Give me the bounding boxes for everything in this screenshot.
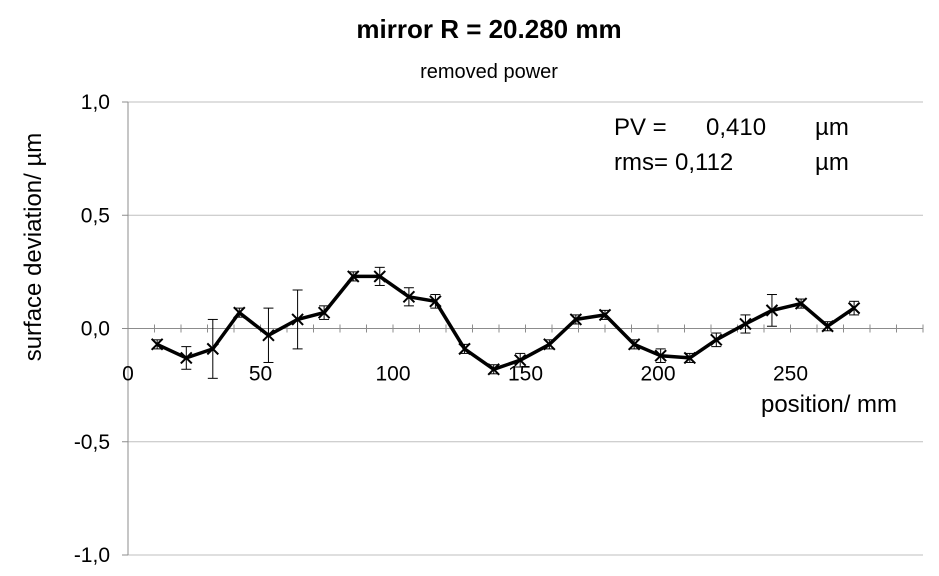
x-marker: [233, 306, 246, 319]
x-marker: [710, 333, 723, 347]
x-marker: [821, 320, 834, 333]
data-point: [683, 351, 697, 365]
x-marker: [627, 338, 641, 351]
x-tick-label: 50: [249, 363, 272, 386]
x-marker: [402, 290, 416, 303]
x-marker: [683, 351, 697, 365]
data-point: [291, 289, 304, 350]
y-axis-title: surface deviation/ µm: [20, 133, 47, 362]
data-point: [569, 313, 583, 326]
x-marker: [373, 270, 386, 283]
y-tick-label: 0,0: [81, 318, 110, 341]
data-point: [262, 307, 275, 363]
rms-unit: µm: [815, 149, 849, 176]
data-point: [847, 300, 861, 316]
x-tick-label: 200: [640, 363, 675, 386]
y-tick-label: -0,5: [74, 431, 110, 454]
x-marker: [543, 338, 556, 351]
data-point: [317, 305, 331, 320]
chart-subtitle: removed power: [420, 61, 558, 83]
data-point: [487, 363, 500, 376]
pv-label: PV =: [614, 114, 667, 141]
data-point: [233, 306, 246, 319]
data-point: [458, 342, 471, 356]
data-point: [598, 308, 612, 322]
x-marker: [429, 295, 442, 308]
x-marker: [765, 304, 779, 317]
data-point: [180, 346, 193, 370]
x-marker: [150, 338, 164, 351]
data-point: [710, 332, 723, 348]
pv-unit: µm: [815, 114, 849, 141]
data-series: [150, 266, 861, 379]
axes: 1,0 0,5 0,0 -0,5 -1,0 0 50 100 150 200 250: [74, 91, 924, 567]
x-marker: [180, 351, 193, 365]
gridlines: [128, 101, 923, 556]
x-tick-label: 150: [508, 363, 543, 386]
data-point: [402, 287, 416, 307]
data-point: [765, 294, 779, 327]
x-marker: [262, 329, 275, 342]
data-point: [654, 348, 667, 363]
x-marker: [458, 342, 471, 356]
series-line: [156, 274, 856, 372]
x-marker: [347, 270, 360, 283]
data-point: [429, 294, 442, 309]
rms-label: rms=: [614, 149, 668, 176]
data-point: [373, 266, 386, 286]
x-marker: [569, 313, 583, 326]
data-point: [513, 352, 527, 368]
x-tick-label: 0: [122, 363, 134, 386]
data-point: [150, 338, 164, 351]
pv-value: 0,410: [706, 114, 766, 141]
x-marker: [487, 363, 500, 376]
x-tick-label: 100: [375, 363, 410, 386]
data-point: [821, 320, 834, 333]
x-axis-title: position/ mm: [761, 391, 897, 418]
y-tick-label: -1,0: [74, 544, 110, 567]
data-point: [347, 270, 360, 283]
data-point: [206, 318, 220, 379]
x-marker: [847, 301, 861, 315]
x-marker: [739, 317, 752, 331]
x-marker: [654, 349, 667, 362]
rms-value: 0,112: [675, 149, 733, 176]
chart-title: mirror R = 20.280 mm: [356, 14, 621, 44]
data-point: [794, 297, 808, 310]
x-marker: [291, 313, 304, 326]
x-tick-label: 250: [773, 363, 808, 386]
x-marker: [794, 297, 808, 310]
x-marker: [206, 342, 220, 356]
data-point: [739, 314, 752, 334]
x-marker: [598, 308, 612, 322]
data-point: [627, 338, 641, 351]
y-tick-label: 0,5: [81, 204, 110, 227]
x-marker: [317, 306, 331, 319]
data-point: [543, 338, 556, 351]
x-marker: [513, 354, 527, 367]
y-tick-label: 1,0: [81, 91, 110, 114]
